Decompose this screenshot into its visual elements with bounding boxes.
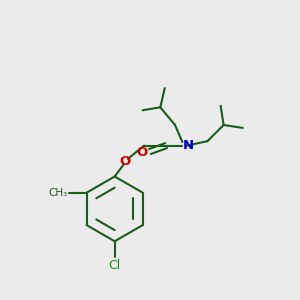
Text: O: O — [119, 155, 130, 168]
Text: N: N — [183, 139, 194, 152]
Text: O: O — [136, 146, 148, 159]
Text: Cl: Cl — [109, 259, 121, 272]
Text: CH₃: CH₃ — [48, 188, 68, 198]
